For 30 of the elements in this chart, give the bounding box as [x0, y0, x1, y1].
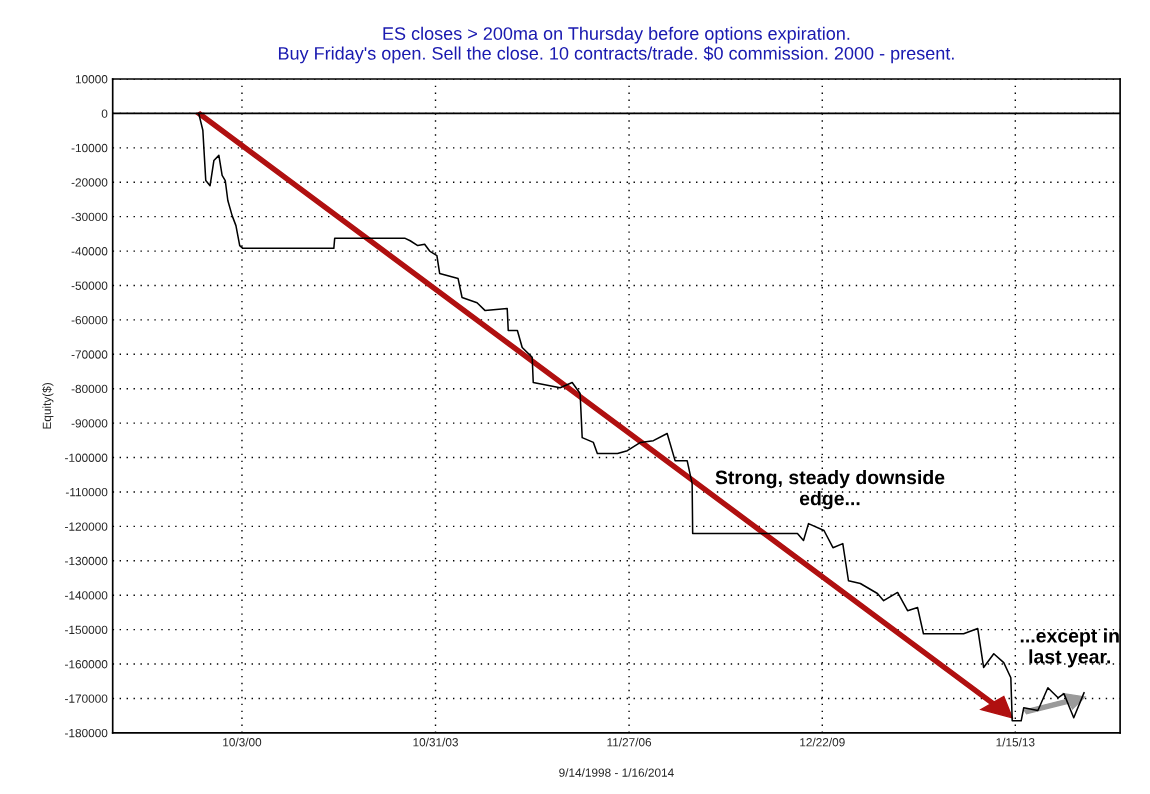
y-tick-label: -110000 [65, 488, 108, 497]
y-tick-label: -70000 [71, 350, 108, 359]
chart-title: ES closes > 200ma on Thursday before options expiration. Buy Friday's open. Sell the close. 10 contracts/trade. $0 commission. 2000 - present. [278, 26, 954, 64]
x-tick-label: 11/27/06 [607, 737, 652, 747]
y-tick-label: -160000 [65, 660, 108, 669]
x-axis-title: 9/14/1998 - 1/16/2014 [559, 768, 674, 777]
y-tick-label: -90000 [71, 419, 108, 428]
y-tick-label: -120000 [65, 522, 108, 531]
y-tick-label: -20000 [71, 178, 108, 187]
x-tick-label: 1/15/13 [996, 737, 1035, 747]
y-tick-label: -80000 [71, 384, 108, 394]
y-tick-label: -130000 [65, 556, 108, 566]
x-tick-label: 12/22/09 [800, 737, 845, 747]
y-tick-label: -140000 [65, 591, 108, 600]
y-tick-label: -170000 [65, 694, 108, 703]
y-tick-label: -50000 [71, 281, 108, 290]
x-tick-label: 10/31/03 [413, 737, 458, 747]
y-tick-label: -30000 [71, 212, 108, 222]
y-tick-label: -150000 [65, 625, 108, 635]
y-tick-label: -180000 [65, 728, 108, 738]
y-axis-title: Equity($) [42, 383, 54, 429]
y-tick-label: 10000 [75, 75, 108, 84]
y-tick-label: -10000 [71, 143, 108, 153]
annotation: Strong, steady downside edge... [715, 470, 945, 510]
x-tick-label: 10/3/00 [223, 737, 262, 747]
y-tick-label: 0 [101, 109, 108, 118]
y-tick-label: -60000 [71, 315, 108, 325]
annotation: ...except in last year. [1020, 628, 1119, 668]
y-tick-label: -100000 [65, 453, 108, 462]
y-tick-label: -40000 [71, 247, 108, 256]
